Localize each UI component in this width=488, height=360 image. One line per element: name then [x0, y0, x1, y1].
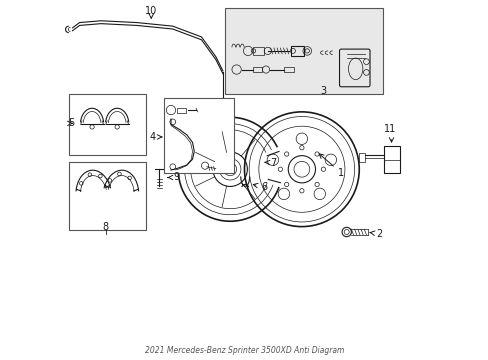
- Text: 8: 8: [102, 222, 108, 231]
- Text: 2021 Mercedes-Benz Sprinter 3500XD Anti Diagram: 2021 Mercedes-Benz Sprinter 3500XD Anti …: [144, 346, 344, 355]
- Text: 11: 11: [383, 124, 395, 134]
- Bar: [290, 45, 303, 56]
- Text: 5: 5: [67, 118, 75, 128]
- Text: 7: 7: [264, 158, 276, 168]
- Text: 1: 1: [319, 154, 344, 178]
- Bar: [224, 8, 382, 94]
- Bar: [253, 46, 264, 55]
- Bar: [69, 94, 145, 155]
- Bar: [253, 67, 262, 72]
- Text: 9: 9: [167, 172, 179, 183]
- Bar: [384, 146, 400, 173]
- Text: 4: 4: [150, 132, 162, 142]
- Text: 3: 3: [320, 86, 326, 96]
- Bar: [163, 98, 233, 173]
- Bar: [177, 108, 185, 113]
- Bar: [359, 153, 364, 162]
- Text: 10: 10: [145, 6, 157, 17]
- Text: 2: 2: [369, 229, 381, 239]
- Bar: [284, 67, 293, 72]
- Bar: [69, 162, 145, 230]
- Text: 6: 6: [253, 182, 267, 192]
